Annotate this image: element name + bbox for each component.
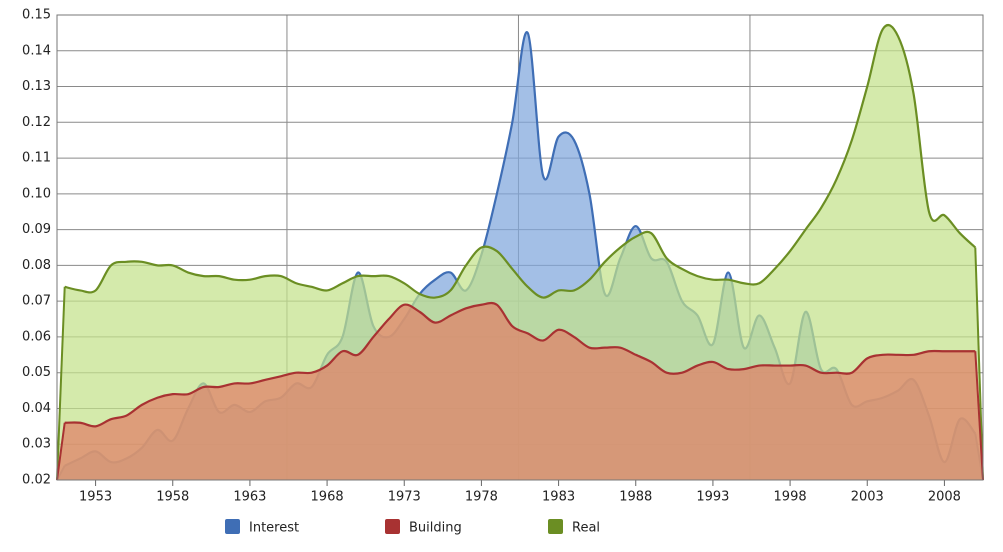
y-tick-label: 0.14	[22, 43, 51, 58]
x-tick-label: 2008	[928, 490, 961, 505]
x-tick-label: 1963	[233, 490, 266, 505]
area-edge	[974, 351, 984, 481]
x-tick-label: 1983	[542, 490, 575, 505]
area-edge	[56, 286, 66, 481]
y-tick-label: 0.06	[22, 329, 51, 344]
y-tick-label: 0.11	[22, 151, 51, 166]
y-tick-label: 0.03	[22, 437, 51, 452]
x-tick-label: 1953	[79, 490, 112, 505]
y-tick-label: 0.12	[22, 115, 51, 130]
series-line	[64, 301, 976, 428]
legend-swatch	[548, 519, 563, 534]
area-fill	[57, 303, 983, 480]
x-tick-label: 1993	[696, 490, 729, 505]
y-tick-label: 0.10	[22, 186, 51, 201]
x-tick-label: 1978	[465, 490, 498, 505]
y-tick-label: 0.07	[22, 294, 51, 309]
y-tick-label: 0.09	[22, 222, 51, 237]
area-edge	[56, 422, 66, 481]
legend-label: Building	[409, 521, 462, 536]
y-tick-label: 0.08	[22, 258, 51, 273]
y-tick-label: 0.13	[22, 79, 51, 94]
y-tick-label: 0.02	[22, 473, 51, 488]
x-tick-label: 1968	[311, 490, 344, 505]
legend-swatch	[385, 519, 400, 534]
series-line	[64, 23, 977, 299]
x-tick-label: 1998	[774, 490, 807, 505]
x-tick-label: 2003	[851, 490, 884, 505]
area-edge	[974, 247, 984, 481]
plot-frame	[56, 14, 984, 481]
y-tick-label: 0.15	[22, 8, 51, 23]
legend-label: Interest	[249, 521, 299, 536]
legend-label: Real	[572, 521, 600, 536]
x-tick-label: 1958	[156, 490, 189, 505]
x-tick-label: 1988	[619, 490, 652, 505]
legend-swatch	[225, 519, 240, 534]
y-tick-label: 0.04	[22, 401, 51, 416]
y-tick-label: 0.05	[22, 365, 51, 380]
x-tick-label: 1973	[388, 490, 421, 505]
